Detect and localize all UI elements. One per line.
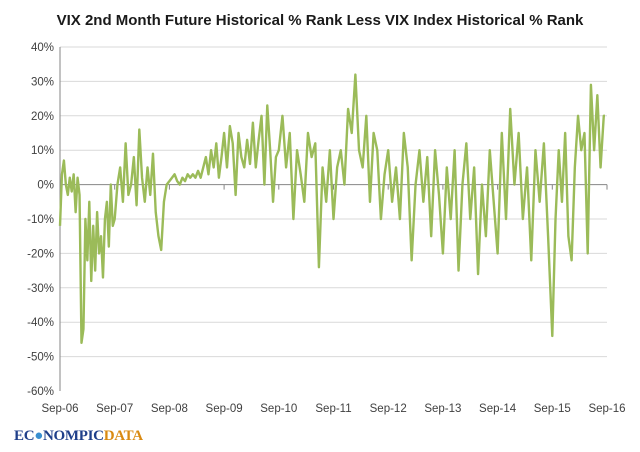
- y-tick-label: 0%: [37, 180, 54, 192]
- y-tick-label: -30%: [27, 283, 54, 295]
- logo-text-orange: DATA: [103, 428, 143, 444]
- chart-title: VIX 2nd Month Future Historical % Rank L…: [56, 12, 584, 29]
- y-tick-label: 10%: [31, 145, 54, 157]
- y-tick-label: -50%: [27, 352, 54, 364]
- y-tick-label: -10%: [27, 214, 54, 226]
- x-tick-label: Sep-08: [151, 403, 188, 415]
- x-tick-label: Sep-12: [370, 403, 407, 415]
- x-tick-label: Sep-16: [588, 403, 625, 415]
- logo-text-blue: EC●NOMPIC: [14, 428, 104, 444]
- x-tick-label: Sep-09: [206, 403, 243, 415]
- y-tick-label: 20%: [31, 111, 54, 123]
- y-tick-label: -20%: [27, 248, 54, 260]
- y-tick-label: -40%: [27, 317, 54, 329]
- x-tick-label: Sep-13: [424, 403, 461, 415]
- x-tick-label: Sep-14: [479, 403, 517, 415]
- x-tick-label: Sep-15: [534, 403, 571, 415]
- x-tick-label: Sep-07: [96, 403, 133, 415]
- x-tick-label: Sep-06: [41, 403, 78, 415]
- series-line: [58, 73, 605, 345]
- y-tick-label: 30%: [31, 76, 54, 88]
- x-tick-label: Sep-10: [260, 403, 297, 415]
- y-tick-label: 40%: [31, 42, 54, 54]
- x-tick-label: Sep-11: [315, 403, 351, 415]
- economicdata-logo: EC●NOMPICDATA: [14, 428, 143, 445]
- y-tick-label: -60%: [27, 386, 54, 398]
